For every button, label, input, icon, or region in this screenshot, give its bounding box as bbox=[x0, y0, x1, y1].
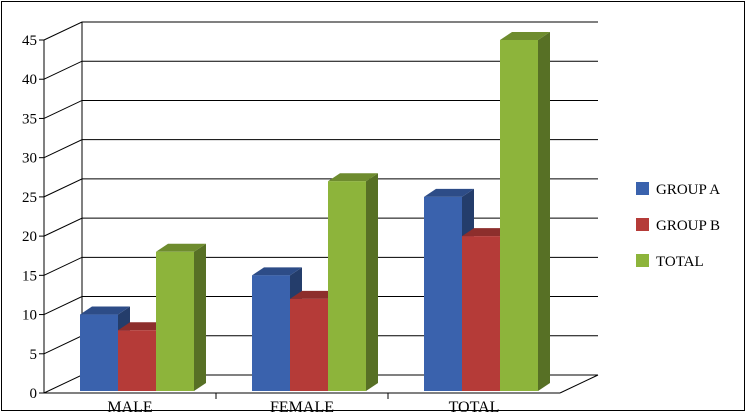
bar-front-face bbox=[156, 251, 194, 391]
y-tick-label: 25 bbox=[22, 190, 37, 206]
y-axis-tick-labels: 0 5 10 15 20 25 30 35 40 45 bbox=[22, 33, 37, 402]
y-tick-label: 30 bbox=[22, 151, 37, 167]
bar-front-face bbox=[252, 275, 290, 391]
bar-top-face bbox=[424, 188, 474, 197]
y-tick-label: 45 bbox=[22, 33, 37, 49]
legend-swatch bbox=[636, 182, 649, 195]
bar-top-face bbox=[462, 228, 512, 237]
bar-top-face bbox=[80, 306, 130, 315]
bar-front-face bbox=[424, 196, 462, 391]
y-tick-label: 5 bbox=[30, 347, 38, 363]
legend-label: TOTAL bbox=[656, 254, 704, 270]
bar-side-face bbox=[538, 32, 550, 391]
y-tick-label: 0 bbox=[30, 386, 38, 402]
legend-label: GROUP B bbox=[656, 218, 720, 234]
bar-front-face bbox=[328, 181, 366, 391]
x-category-label: MALE bbox=[107, 399, 152, 414]
bar-top-face bbox=[156, 243, 206, 252]
bar-top-face bbox=[328, 173, 378, 182]
bars bbox=[80, 32, 550, 391]
bar-front-face bbox=[500, 40, 538, 391]
bar-top-face bbox=[252, 267, 302, 276]
floor-right-edge bbox=[559, 374, 599, 394]
bar-front-face bbox=[290, 298, 328, 391]
bar-top-face bbox=[500, 32, 550, 40]
legend-item-total: TOTAL bbox=[636, 254, 704, 270]
bar-side-face bbox=[194, 243, 206, 391]
bar-top-face bbox=[290, 290, 340, 299]
bar-front-face bbox=[80, 314, 118, 391]
legend-item-group-b: GROUP B bbox=[636, 218, 720, 234]
bar-top-face bbox=[118, 322, 168, 331]
legend-item-group-a: GROUP A bbox=[636, 182, 720, 198]
y-tick-label: 15 bbox=[22, 268, 37, 284]
bar-total-female bbox=[328, 173, 378, 391]
x-category-label: FEMALE bbox=[270, 399, 334, 414]
bar-side-face bbox=[366, 173, 378, 391]
x-axis-category-labels: MALE FEMALE TOTAL bbox=[107, 399, 499, 414]
y-tick-label: 35 bbox=[22, 111, 37, 127]
y-tick-label: 20 bbox=[22, 229, 37, 245]
bar-front-face bbox=[118, 330, 156, 391]
y-tick-label: 40 bbox=[22, 72, 37, 88]
y-tick-label: 10 bbox=[22, 308, 37, 324]
bar-total-male bbox=[156, 243, 206, 391]
legend-label: GROUP A bbox=[656, 182, 720, 198]
legend-swatch bbox=[636, 218, 649, 231]
legend: GROUP A GROUP B TOTAL bbox=[636, 182, 720, 270]
bar-front-face bbox=[462, 236, 500, 391]
x-category-label: TOTAL bbox=[449, 399, 500, 414]
legend-swatch bbox=[636, 254, 649, 267]
bar-total-total bbox=[500, 32, 550, 391]
